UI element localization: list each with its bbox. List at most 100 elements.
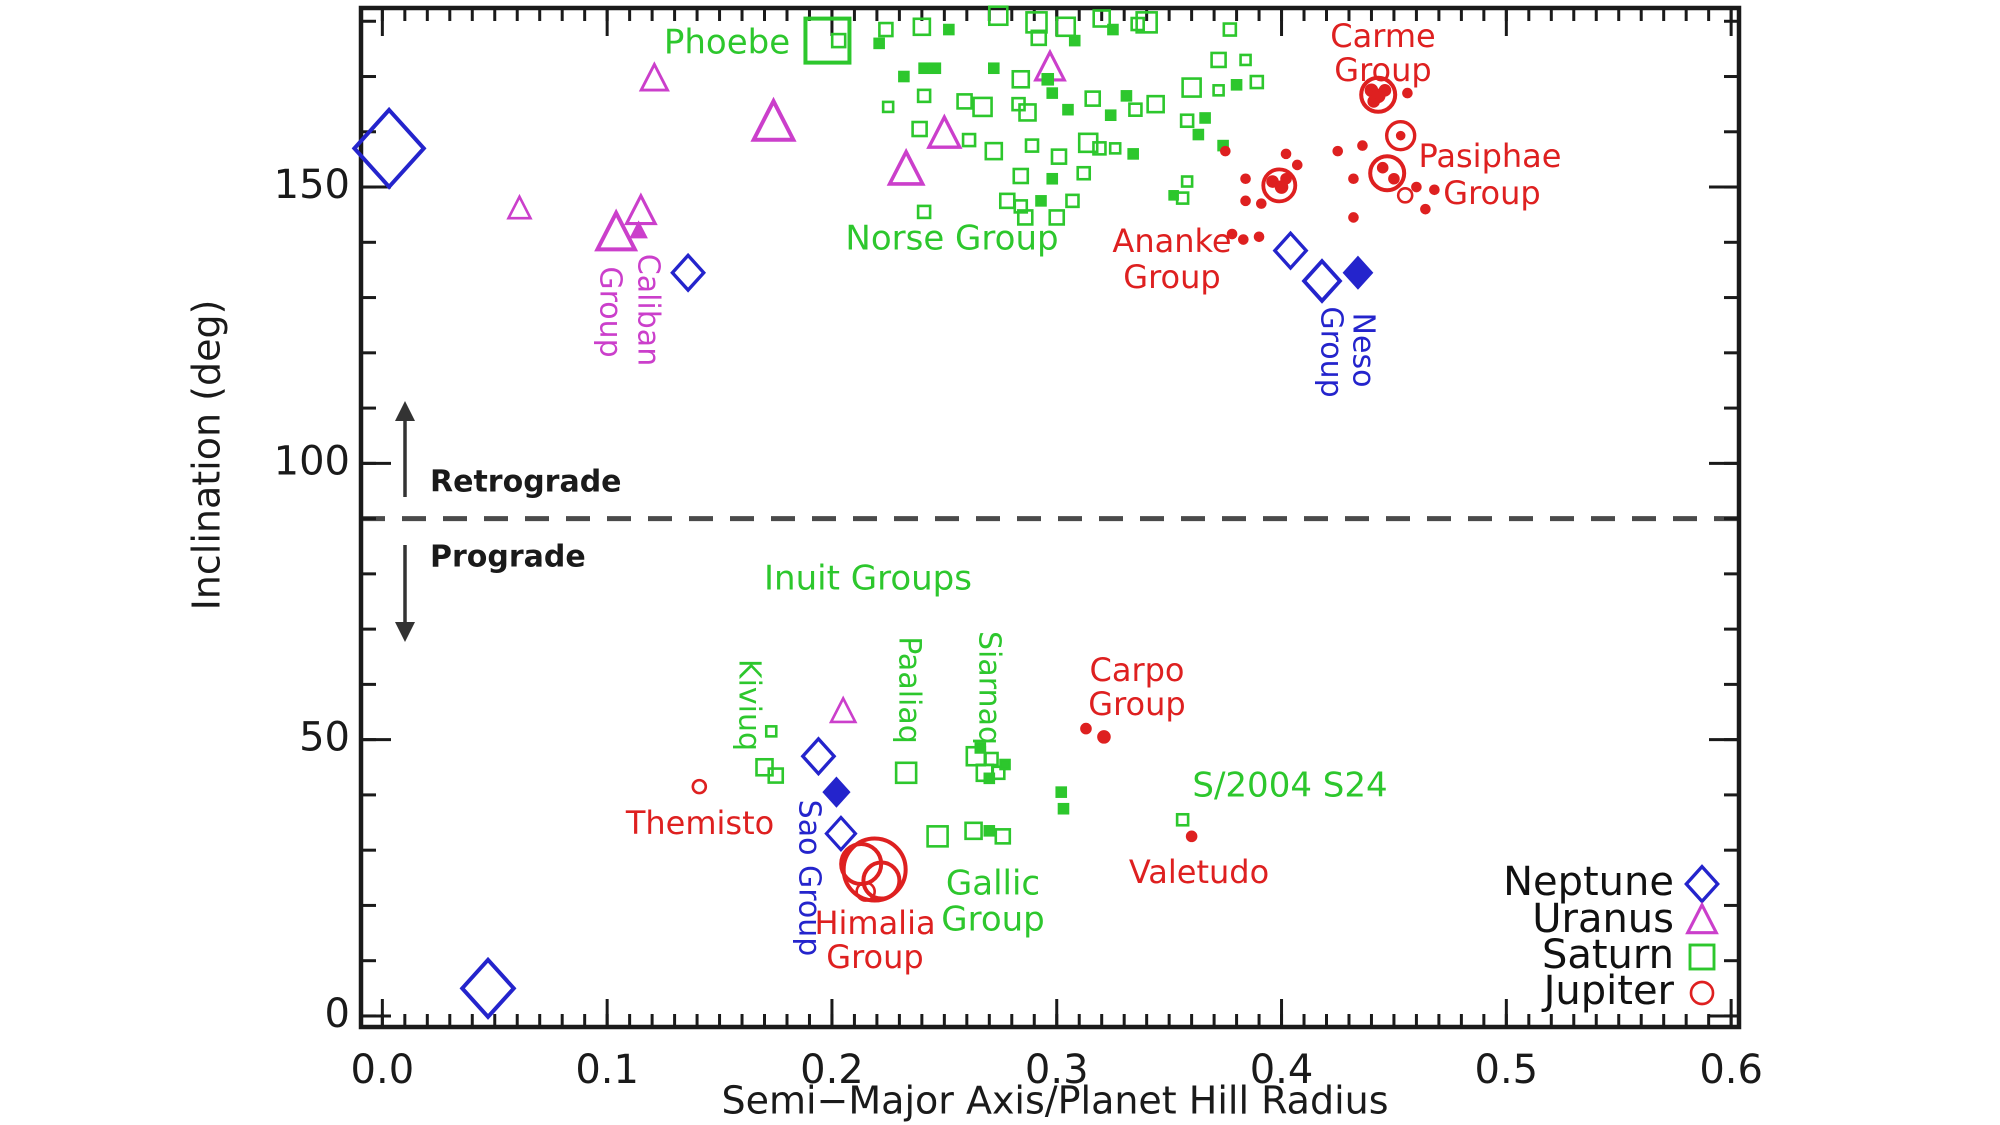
uranus-moon-point	[594, 208, 639, 252]
saturn-moon-point	[1168, 190, 1179, 201]
saturn-moon-point	[972, 96, 993, 118]
x-tick-label: 0.0	[351, 1047, 415, 1093]
saturn-moon-point	[943, 23, 955, 36]
annotation-label: Siarnaq	[972, 631, 1007, 745]
jupiter-moon-point	[691, 778, 708, 795]
jupiter-moon-point	[1261, 167, 1298, 204]
saturn-moon-point	[1062, 103, 1074, 116]
legend-marker-neptune	[1684, 864, 1720, 904]
saturn-moon-point	[1041, 72, 1055, 86]
y-tick-label: 0	[325, 991, 350, 1037]
saturn-moon-point	[916, 88, 932, 104]
jupiter-moon-point	[1220, 145, 1231, 157]
saturn-moon-point	[1175, 812, 1190, 827]
prograde-arrow	[395, 545, 415, 642]
uranus-moon-point	[506, 193, 533, 220]
jupiter-moon-point	[1395, 130, 1406, 141]
saturn-moon-point	[974, 742, 987, 754]
annotation-label: Group	[1314, 306, 1349, 397]
annotation-label: Carpo	[1090, 651, 1185, 689]
annotation-label: Sao Group	[792, 800, 827, 957]
jupiter-moon-point	[1240, 173, 1251, 185]
retrograde-arrow	[395, 401, 415, 497]
neptune-moon-point	[1272, 230, 1309, 271]
x-tick-label: 0.4	[1250, 1047, 1314, 1093]
saturn-moon-point	[987, 5, 1009, 27]
saturn-moon-point	[1084, 90, 1102, 107]
saturn-moon-point	[983, 772, 996, 785]
annotation-label: Caliban	[631, 254, 666, 366]
annotation-label: Group	[1443, 174, 1540, 212]
x-tick-label: 0.3	[1025, 1047, 1089, 1093]
saturn-moon-point	[926, 825, 949, 848]
legend-label-neptune: Neptune	[1503, 859, 1674, 905]
saturn-moon-point	[1104, 109, 1117, 122]
annotation-label: Group	[941, 900, 1045, 940]
y-axis-title: Inclination (deg)	[185, 300, 229, 611]
saturn-moon-point	[1120, 90, 1133, 102]
jupiter-moon-point	[1226, 228, 1238, 240]
x-axis-title: Semi−Major Axis/Planet Hill Radius	[721, 1079, 1388, 1123]
jupiter-moon-point	[1368, 154, 1407, 193]
saturn-moon-point	[1055, 16, 1077, 38]
jupiter-moon-point	[1385, 119, 1417, 152]
annotation-label: Paaliaq	[892, 636, 927, 744]
uranus-moon-point	[828, 695, 858, 724]
annotation-label: Group	[826, 938, 923, 976]
uranus-moon-point	[638, 61, 670, 92]
saturn-moon-point	[1012, 167, 1030, 185]
annotation-label: Prograde	[430, 540, 586, 575]
arrow-head	[395, 401, 415, 421]
uranus-moon-point	[886, 147, 926, 186]
y-tick-label: 50	[299, 715, 350, 761]
saturn-moon-point	[998, 192, 1016, 210]
saturn-moon-point	[1230, 79, 1243, 91]
jupiter-moon-point	[1332, 145, 1344, 157]
jupiter-moon-point	[1256, 198, 1267, 209]
saturn-moon-point	[916, 204, 932, 220]
saturn-moon-point	[1025, 11, 1048, 34]
saturn-moon-point	[1135, 11, 1158, 34]
annotation-label: Ananke	[1112, 222, 1231, 260]
saturn-moon-point	[912, 17, 932, 37]
annotation-label: Norse Group	[845, 219, 1058, 259]
x-tick-label: 0.6	[1699, 1047, 1763, 1093]
saturn-moon-point	[1046, 87, 1059, 99]
neptune-moon-point	[822, 776, 851, 808]
saturn-moon-point	[1192, 128, 1205, 141]
annotation-label: Group	[593, 266, 628, 357]
saturn-moon-point	[1076, 165, 1092, 181]
saturn-moon-point	[1199, 112, 1211, 124]
saturn-moon-point	[1030, 29, 1048, 47]
jupiter-moon-point	[1348, 212, 1359, 223]
jupiter-moon-point	[1080, 722, 1092, 735]
saturn-moon-point	[1222, 22, 1238, 37]
jupiter-moon-point	[1388, 172, 1400, 185]
saturn-moon-point	[1016, 209, 1034, 226]
saturn-moon-point	[1024, 138, 1040, 153]
saturn-moon-point	[803, 16, 852, 65]
legend-marker-jupiter	[1689, 980, 1715, 1006]
annotation-label: Carme	[1330, 17, 1435, 55]
jupiter-moon-point	[1240, 195, 1251, 207]
series-neptune	[351, 106, 1374, 1020]
saturn-moon-point	[1128, 102, 1143, 117]
y-tick-label: 150	[274, 162, 350, 208]
legend-marker-uranus	[1685, 901, 1719, 935]
annotation-label: Themisto	[625, 804, 774, 842]
neptune-moon-point	[670, 252, 707, 293]
saturn-moon-point	[1239, 53, 1252, 67]
jupiter-moon-point	[1411, 181, 1422, 193]
saturn-moon-point	[830, 32, 847, 49]
saturn-moon-point	[1092, 9, 1112, 28]
x-tick-label: 0.1	[575, 1047, 639, 1093]
jupiter-moon-point	[1348, 173, 1359, 185]
jupiter-moon-point	[855, 881, 876, 902]
uranus-moon-point	[926, 113, 963, 149]
saturn-moon-point	[1057, 802, 1070, 815]
uranus-moon-point	[624, 192, 658, 226]
saturn-moon-point	[1249, 74, 1265, 90]
saturn-moon-point	[881, 100, 895, 114]
saturn-moon-point	[994, 828, 1012, 845]
